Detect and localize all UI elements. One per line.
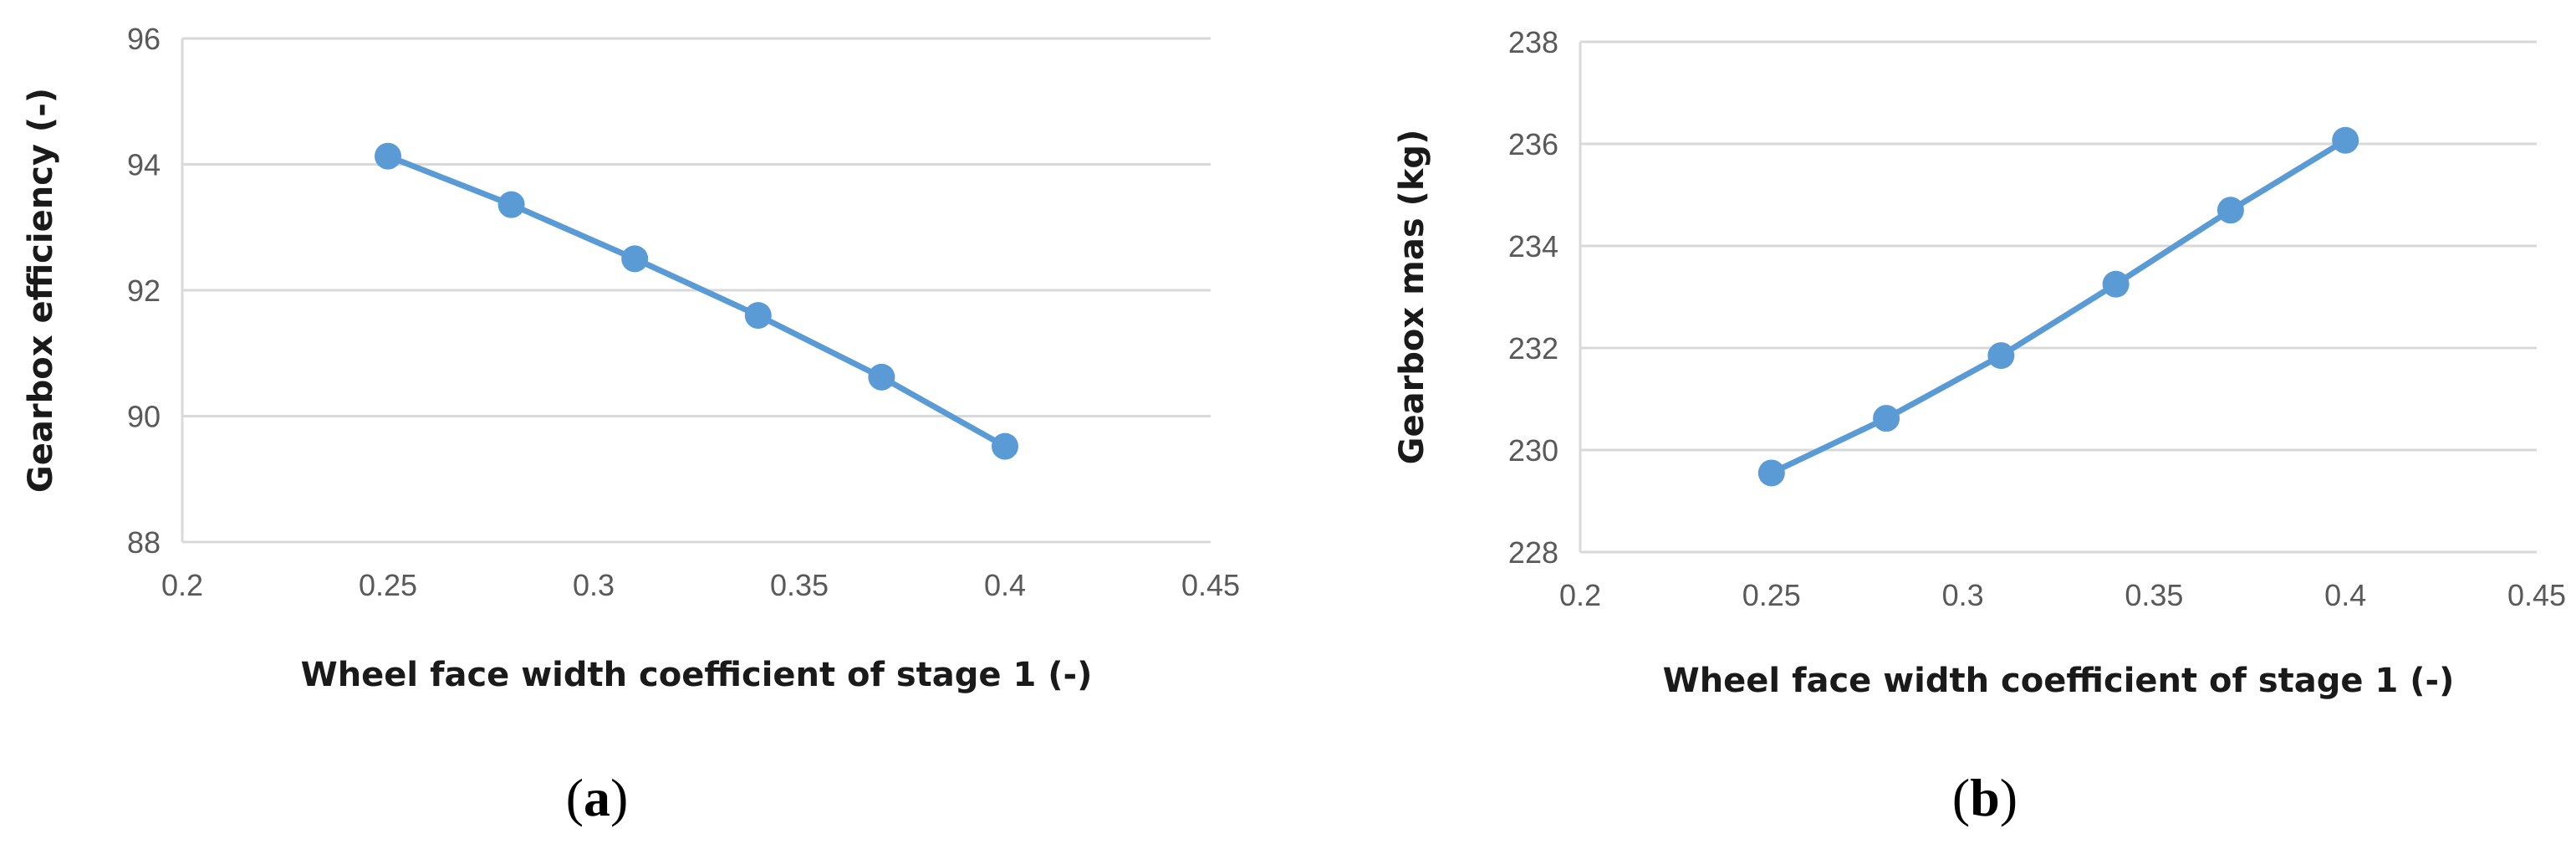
x-tick-label: 0.45 bbox=[1181, 568, 1240, 602]
chart-a: 88 90 92 94 96 0.2 0.25 0.3 0.35 0.4 0.45 Wheel fac… bbox=[22, 22, 1240, 827]
y-tick-label: 234 bbox=[1508, 229, 1558, 263]
caption-close-paren: ) bbox=[610, 768, 628, 827]
caption-close-paren: ) bbox=[2000, 768, 2017, 827]
data-point bbox=[2216, 197, 2244, 224]
x-tick-label: 0.3 bbox=[573, 568, 615, 602]
y-tick-label: 90 bbox=[127, 400, 161, 434]
y-tick-label: 238 bbox=[1508, 25, 1558, 59]
x-tick-label: 0.2 bbox=[1559, 578, 1601, 612]
panel-caption: (b) bbox=[1952, 768, 2017, 827]
y-tick-label: 88 bbox=[127, 525, 161, 560]
x-tick-label: 0.3 bbox=[1942, 578, 1984, 612]
x-tick-label: 0.45 bbox=[2507, 578, 2566, 612]
data-point bbox=[868, 363, 895, 391]
y-tick-label: 96 bbox=[127, 22, 161, 56]
y-tick-label: 232 bbox=[1508, 331, 1558, 366]
x-tick-label: 0.35 bbox=[770, 568, 829, 602]
data-point bbox=[375, 142, 401, 170]
data-point bbox=[621, 245, 649, 273]
data-point bbox=[497, 191, 525, 218]
y-tick-label: 236 bbox=[1508, 127, 1558, 161]
x-axis-title: Wheel face width coefficient of stage 1 … bbox=[301, 656, 1093, 694]
series-line bbox=[386, 153, 1007, 449]
y-axis-title: Gearbox mas (kg) bbox=[1393, 130, 1431, 465]
data-point bbox=[2102, 270, 2130, 298]
y-tick-label: 228 bbox=[1508, 535, 1558, 570]
x-tick-label: 0.35 bbox=[2125, 578, 2183, 612]
x-tick-label: 0.4 bbox=[2324, 578, 2366, 612]
chart-b: 228 230 232 234 236 238 0.2 0.25 0.3 0.35 0.4 0.45 W… bbox=[1393, 25, 2566, 827]
data-point bbox=[2332, 126, 2359, 154]
caption-open-paren: ( bbox=[1952, 768, 1970, 827]
x-axis-title: Wheel face width coefficient of stage 1 … bbox=[1663, 662, 2455, 700]
y-tick-label: 94 bbox=[127, 148, 161, 182]
caption-letter: b bbox=[1970, 768, 2000, 827]
data-point bbox=[992, 432, 1018, 460]
data-point bbox=[1987, 342, 2015, 370]
data-point bbox=[744, 302, 772, 330]
data-point bbox=[1757, 459, 1785, 487]
x-tick-label: 0.2 bbox=[161, 568, 203, 602]
series-line bbox=[1770, 137, 2348, 476]
y-tick-label: 230 bbox=[1508, 433, 1558, 468]
caption-open-paren: ( bbox=[566, 768, 584, 827]
x-tick-label: 0.25 bbox=[359, 568, 417, 602]
caption-letter: a bbox=[584, 768, 610, 827]
x-tick-label: 0.25 bbox=[1742, 578, 1801, 612]
y-axis-title: Gearbox efficiency (-) bbox=[22, 88, 60, 493]
y-tick-label: 92 bbox=[127, 274, 161, 308]
data-point bbox=[1873, 405, 1900, 432]
panel-caption: (a) bbox=[566, 768, 629, 827]
x-tick-label: 0.4 bbox=[984, 568, 1026, 602]
